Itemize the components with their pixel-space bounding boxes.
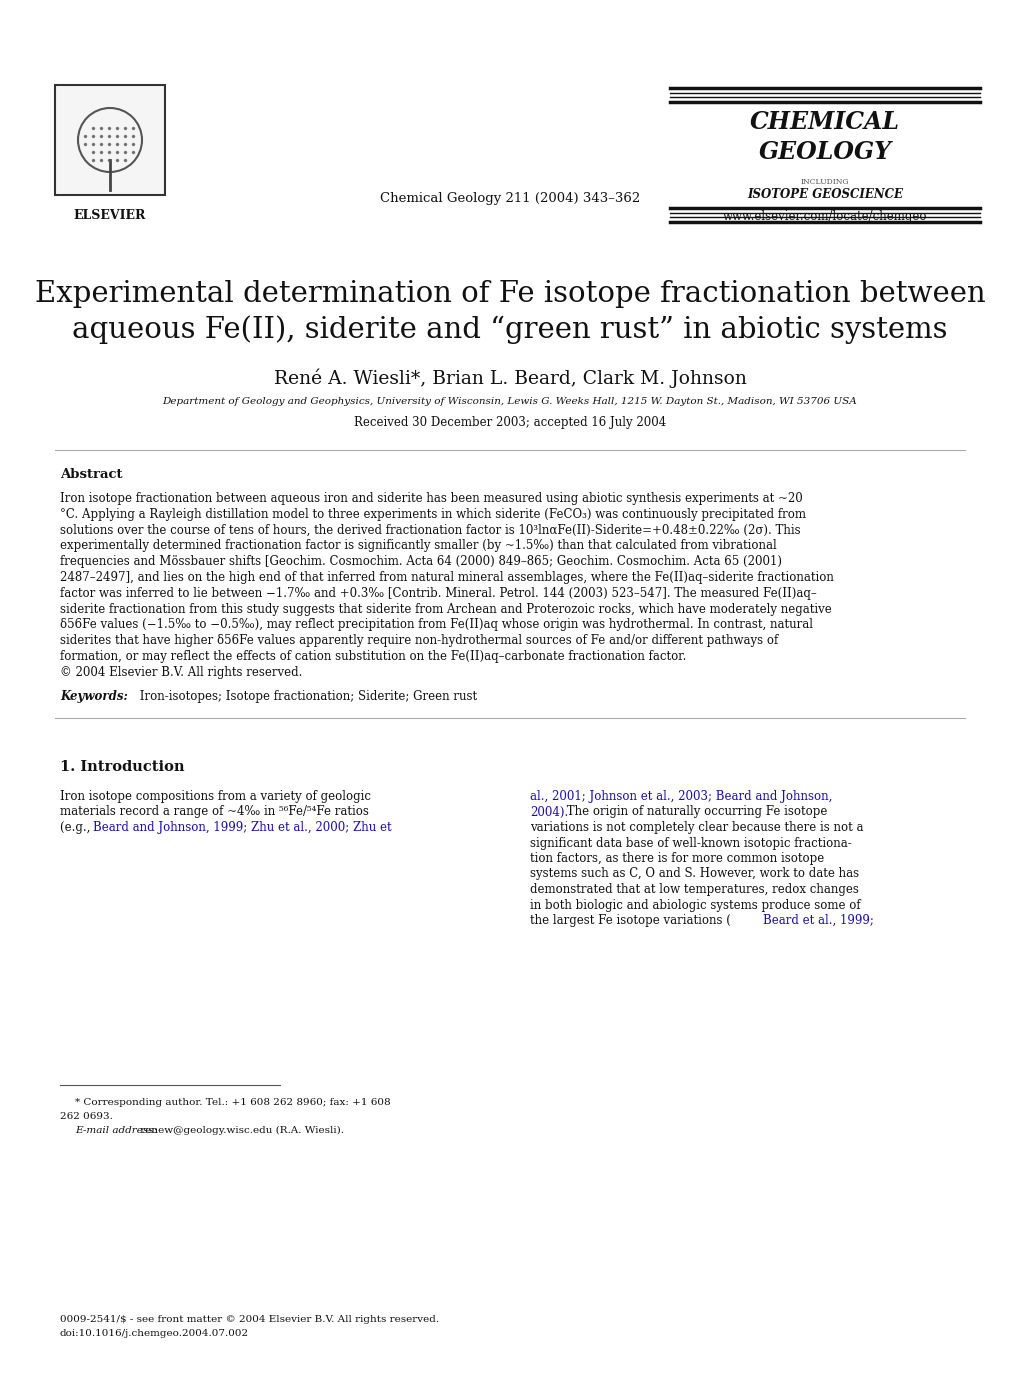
Text: al., 2001; Johnson et al., 2003; Beard and Johnson,: al., 2001; Johnson et al., 2003; Beard a… — [530, 790, 832, 802]
Text: tion factors, as there is for more common isotope: tion factors, as there is for more commo… — [530, 853, 823, 865]
Text: renew@geology.wisc.edu (R.A. Wiesli).: renew@geology.wisc.edu (R.A. Wiesli). — [137, 1126, 343, 1135]
Text: Iron isotope fractionation between aqueous iron and siderite has been measured u: Iron isotope fractionation between aqueo… — [60, 492, 802, 506]
Text: ELSEVIER: ELSEVIER — [73, 209, 146, 221]
Text: The origin of naturally occurring Fe isotope: The origin of naturally occurring Fe iso… — [562, 805, 826, 819]
Text: 2487–2497], and lies on the high end of that inferred from natural mineral assem: 2487–2497], and lies on the high end of … — [60, 571, 834, 584]
Text: variations is not completely clear because there is not a: variations is not completely clear becau… — [530, 820, 863, 834]
Text: 2004).: 2004). — [530, 805, 568, 819]
Text: solutions over the course of tens of hours, the derived fractionation factor is : solutions over the course of tens of hou… — [60, 524, 800, 536]
Text: Beard et al., 1999;: Beard et al., 1999; — [762, 914, 873, 926]
Text: experimentally determined fractionation factor is significantly smaller (by ~1.5: experimentally determined fractionation … — [60, 539, 776, 553]
Text: in both biologic and abiologic systems produce some of: in both biologic and abiologic systems p… — [530, 898, 860, 911]
Text: doi:10.1016/j.chemgeo.2004.07.002: doi:10.1016/j.chemgeo.2004.07.002 — [60, 1329, 249, 1339]
Text: Keywords:: Keywords: — [60, 690, 127, 703]
Text: www.elsevier.com/locate/chemgeo: www.elsevier.com/locate/chemgeo — [722, 210, 926, 223]
Text: Beard and Johnson, 1999; Zhu et al., 2000; Zhu et: Beard and Johnson, 1999; Zhu et al., 200… — [93, 820, 391, 834]
Text: CHEMICAL: CHEMICAL — [749, 110, 899, 134]
Text: demonstrated that at low temperatures, redox changes: demonstrated that at low temperatures, r… — [530, 883, 858, 896]
Text: frequencies and Mössbauer shifts [Geochim. Cosmochim. Acta 64 (2000) 849–865; Ge: frequencies and Mössbauer shifts [Geochi… — [60, 556, 782, 568]
Text: ISOTOPE GEOSCIENCE: ISOTOPE GEOSCIENCE — [746, 188, 902, 201]
Text: siderite fractionation from this study suggests that siderite from Archean and P: siderite fractionation from this study s… — [60, 603, 830, 616]
Text: Department of Geology and Geophysics, University of Wisconsin, Lewis G. Weeks Ha: Department of Geology and Geophysics, Un… — [162, 397, 857, 405]
Text: E-mail address:: E-mail address: — [75, 1126, 157, 1135]
Text: 1. Introduction: 1. Introduction — [60, 761, 184, 775]
Text: factor was inferred to lie between −1.7‰ and +0.3‰ [Contrib. Mineral. Petrol. 14: factor was inferred to lie between −1.7‰… — [60, 586, 816, 600]
Text: δ56Fe values (−1.5‰ to −0.5‰), may reflect precipitation from Fe(II)aq whose ori: δ56Fe values (−1.5‰ to −0.5‰), may refle… — [60, 618, 812, 631]
Text: * Corresponding author. Tel.: +1 608 262 8960; fax: +1 608: * Corresponding author. Tel.: +1 608 262… — [75, 1098, 390, 1107]
Text: significant data base of well-known isotopic fractiona-: significant data base of well-known isot… — [530, 837, 851, 850]
Text: © 2004 Elsevier B.V. All rights reserved.: © 2004 Elsevier B.V. All rights reserved… — [60, 666, 302, 678]
Text: 262 0693.: 262 0693. — [60, 1112, 113, 1121]
FancyBboxPatch shape — [55, 85, 165, 195]
Text: Iron-isotopes; Isotope fractionation; Siderite; Green rust: Iron-isotopes; Isotope fractionation; Si… — [136, 690, 477, 703]
Text: Chemical Geology 211 (2004) 343–362: Chemical Geology 211 (2004) 343–362 — [379, 192, 640, 205]
Text: (e.g.,: (e.g., — [60, 820, 94, 834]
Text: Iron isotope compositions from a variety of geologic: Iron isotope compositions from a variety… — [60, 790, 371, 802]
Text: systems such as C, O and S. However, work to date has: systems such as C, O and S. However, wor… — [530, 868, 858, 880]
Text: formation, or may reflect the effects of cation substitution on the Fe(II)aq–car: formation, or may reflect the effects of… — [60, 651, 686, 663]
Text: GEOLOGY: GEOLOGY — [758, 141, 891, 164]
Text: Received 30 December 2003; accepted 16 July 2004: Received 30 December 2003; accepted 16 J… — [354, 417, 665, 429]
Text: the largest Fe isotope variations (: the largest Fe isotope variations ( — [530, 914, 731, 926]
Text: °C. Applying a Rayleigh distillation model to three experiments in which siderit: °C. Applying a Rayleigh distillation mod… — [60, 508, 805, 521]
Text: INCLUDING: INCLUDING — [800, 178, 849, 187]
Text: 0009-2541/$ - see front matter © 2004 Elsevier B.V. All rights reserved.: 0009-2541/$ - see front matter © 2004 El… — [60, 1315, 439, 1323]
Text: René A. Wiesli*, Brian L. Beard, Clark M. Johnson: René A. Wiesli*, Brian L. Beard, Clark M… — [273, 368, 746, 387]
Text: Abstract: Abstract — [60, 468, 122, 481]
Text: siderites that have higher δ56Fe values apparently require non-hydrothermal sour: siderites that have higher δ56Fe values … — [60, 634, 777, 648]
Text: aqueous Fe(II), siderite and “green rust” in abiotic systems: aqueous Fe(II), siderite and “green rust… — [72, 315, 947, 344]
Text: Experimental determination of Fe isotope fractionation between: Experimental determination of Fe isotope… — [35, 280, 984, 308]
Text: materials record a range of ~4‰ in ⁵⁶Fe/⁵⁴Fe ratios: materials record a range of ~4‰ in ⁵⁶Fe/… — [60, 805, 369, 819]
